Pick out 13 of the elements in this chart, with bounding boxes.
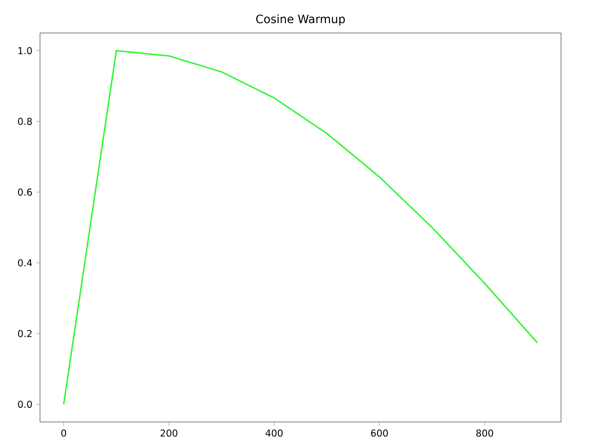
- x-tick-label: 0: [61, 430, 66, 437]
- x-tick-label: 600: [371, 430, 388, 437]
- chart-title: Cosine Warmup: [256, 14, 345, 26]
- y-tick-label: 0.2: [18, 330, 32, 338]
- y-tick-label: 0.4: [18, 259, 32, 266]
- y-tick-label: 0.8: [18, 118, 32, 125]
- y-tick-label: 0.6: [18, 188, 32, 196]
- x-tick-label: 800: [476, 430, 494, 437]
- y-tick-label: 1.0: [18, 47, 32, 54]
- y-tick-label: 0.0: [18, 400, 32, 408]
- x-tick-label: 200: [160, 430, 178, 437]
- line-series: [62, 50, 538, 406]
- x-tick-label: 400: [266, 430, 283, 437]
